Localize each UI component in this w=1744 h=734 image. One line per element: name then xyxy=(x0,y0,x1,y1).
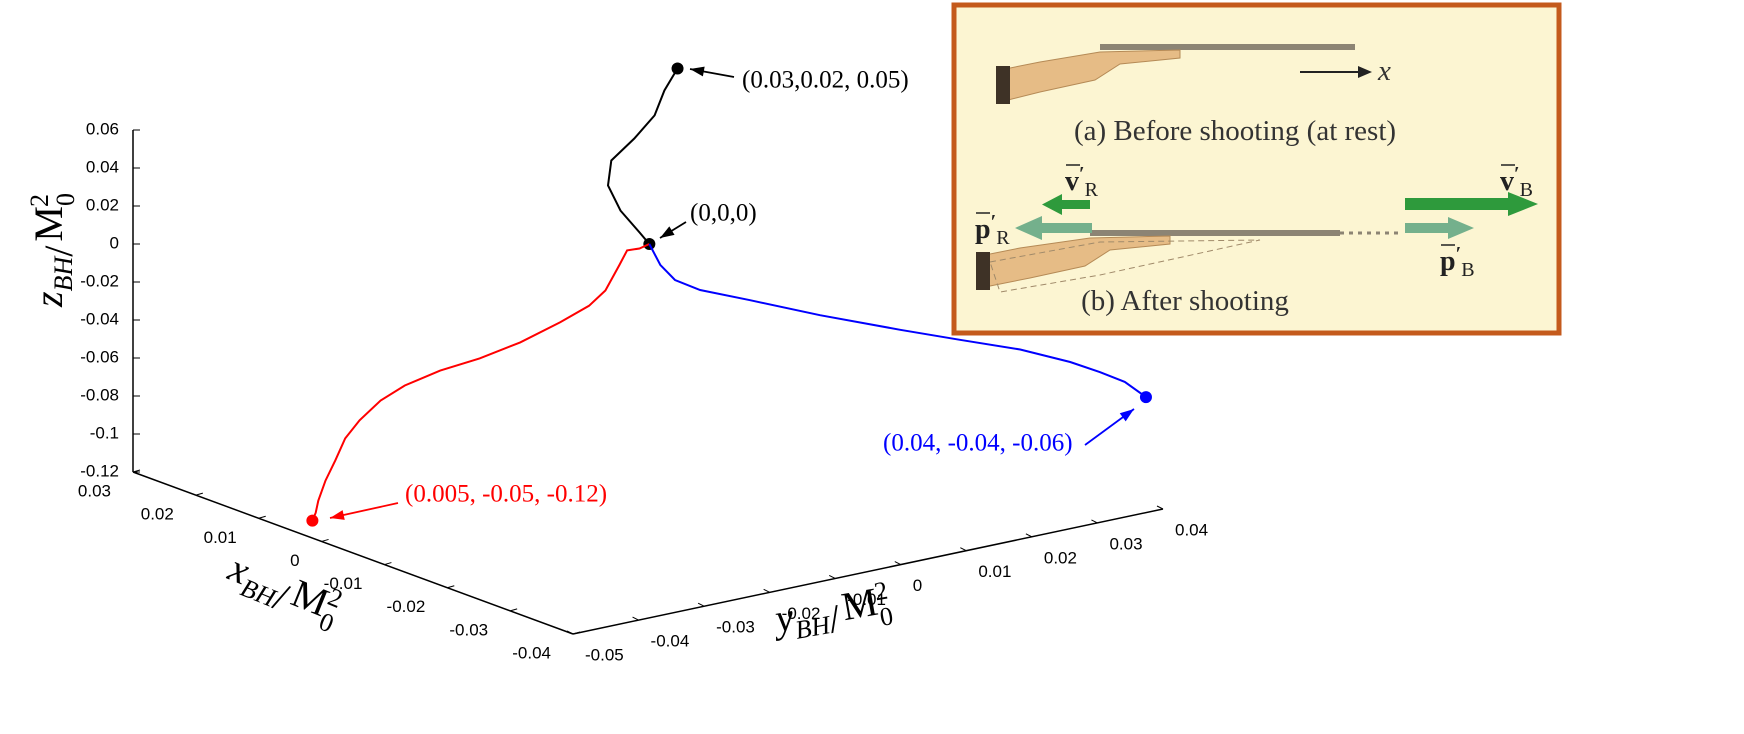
velocity-arrow xyxy=(1060,200,1090,209)
butt xyxy=(996,66,1010,104)
inset: x (a) Before shooting (at rest) v′R p′R … xyxy=(954,5,1559,333)
y-tick-label: 0.01 xyxy=(978,562,1011,581)
momentum-arrow xyxy=(1405,223,1450,233)
label-part: 2 xyxy=(25,194,54,207)
butt xyxy=(976,252,990,290)
barrel xyxy=(1090,230,1340,236)
annotation: (0.005, -0.05, -0.12) xyxy=(405,481,607,508)
annotation: (0,0,0) xyxy=(690,200,757,227)
x-tick-label: -0.04 xyxy=(512,643,551,662)
end-point xyxy=(306,515,318,527)
label-part: BH xyxy=(49,256,78,292)
y-tick-label: 0.04 xyxy=(1175,520,1208,539)
x-tick-label: 0.01 xyxy=(204,528,237,547)
figure: 0.06 0.04 0.02 0 -0.02 -0.04 -0.06 -0.08 -0.1 -0.… xyxy=(0,0,1744,734)
z-tick-label: 0 xyxy=(110,233,119,252)
z-tick-label: -0.04 xyxy=(80,309,119,328)
x-tick-label: -0.02 xyxy=(387,597,426,616)
end-point xyxy=(1140,391,1152,403)
caption: (a) Before shooting (at rest) xyxy=(1074,115,1396,147)
label-part: M xyxy=(26,206,71,242)
velocity-arrow xyxy=(1405,198,1510,210)
z-tick-label: 0.04 xyxy=(86,157,119,176)
symbol: p xyxy=(975,214,991,245)
barrel xyxy=(1100,44,1355,50)
y-tick-label: -0.05 xyxy=(585,645,624,664)
y-tick-label: -0.03 xyxy=(716,618,755,637)
subscript: B xyxy=(1520,179,1533,201)
inset-frame xyxy=(954,5,1559,333)
end-point xyxy=(672,63,684,75)
momentum-arrow xyxy=(1040,223,1092,233)
x-tick-label: 0.03 xyxy=(78,481,111,500)
y-tick-label: 0.03 xyxy=(1109,534,1142,553)
annotation: (0.03,0.02, 0.05) xyxy=(742,67,909,94)
z-tick-label: -0.12 xyxy=(80,461,119,480)
symbol: v xyxy=(1500,166,1514,197)
x-tick-label: 0.02 xyxy=(141,505,174,524)
z-tick-label: 0.02 xyxy=(86,195,119,214)
subscript: B xyxy=(1461,259,1474,281)
subscript: R xyxy=(1085,179,1099,201)
y-tick-label: 0.02 xyxy=(1044,548,1077,567)
label-part: 0 xyxy=(51,193,80,206)
symbol: p xyxy=(1440,246,1456,277)
z-tick-label: -0.02 xyxy=(80,271,119,290)
x-tick-label: -0.03 xyxy=(449,620,488,639)
symbol: v xyxy=(1065,166,1079,197)
subscript: R xyxy=(996,227,1010,249)
fraction-slash: / xyxy=(36,245,81,257)
caption: (b) After shooting xyxy=(1081,285,1289,317)
z-tick-label: 0.06 xyxy=(86,119,119,138)
y-tick-label: -0.04 xyxy=(651,632,690,651)
x-tick-label: 0 xyxy=(290,551,299,570)
z-tick-label: -0.1 xyxy=(90,423,119,442)
annotation: (0.04, -0.04, -0.06) xyxy=(883,430,1073,457)
z-tick-label: -0.06 xyxy=(80,347,119,366)
axis-label: x xyxy=(1377,55,1391,87)
z-tick-label: -0.08 xyxy=(80,385,119,404)
label-part: z xyxy=(26,291,71,308)
y-tick-label: 0 xyxy=(913,576,922,595)
